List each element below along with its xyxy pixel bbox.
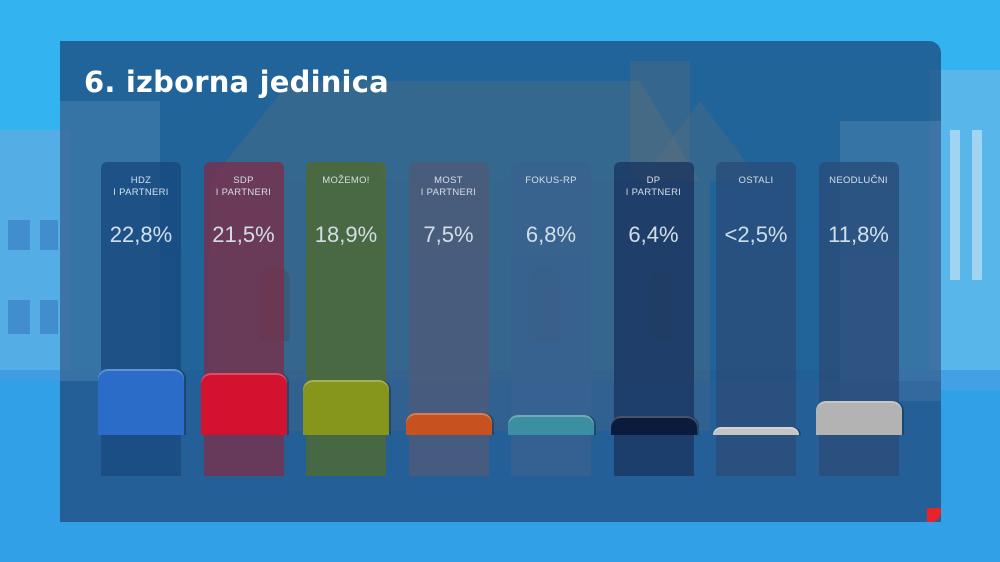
bar: [98, 369, 184, 435]
church-background-image: [60, 41, 941, 522]
category-label: SDP I PARTNERI: [215, 175, 272, 198]
bar: [303, 380, 389, 435]
data-label: 21,5%: [212, 222, 275, 247]
data-label: 22,8%: [109, 222, 173, 247]
data-label: <2,5%: [724, 222, 788, 247]
bar: [713, 427, 799, 435]
category-label: MOŽEMO!: [322, 175, 370, 186]
category-label: OSTALI: [738, 175, 774, 186]
bar: [405, 413, 492, 435]
category-label: MOST I PARTNERI: [420, 175, 477, 198]
bar: [610, 416, 697, 435]
category-label: DP I PARTNERI: [625, 175, 682, 198]
category-label: NEODLUČNI: [829, 175, 888, 186]
data-label: 6,8%: [525, 222, 577, 247]
chart-panel: 6. izborna jedinica HDZ I PARTNERI 22,8% S…: [60, 41, 941, 522]
bar-column: OSTALI <2,5%: [716, 162, 796, 476]
bar: [200, 372, 287, 435]
category-label: HDZ I PARTNERI: [113, 175, 169, 198]
brand-corner-mark: [927, 508, 941, 522]
chart-title: 6. izborna jedinica: [84, 65, 389, 99]
category-label: FOKUS-RP: [525, 175, 577, 186]
data-label: 7,5%: [423, 222, 474, 247]
bar: [508, 415, 594, 435]
data-label: 18,9%: [314, 222, 378, 247]
data-label: 6,4%: [628, 222, 679, 247]
data-label: 11,8%: [828, 222, 889, 247]
bar: [815, 400, 902, 435]
